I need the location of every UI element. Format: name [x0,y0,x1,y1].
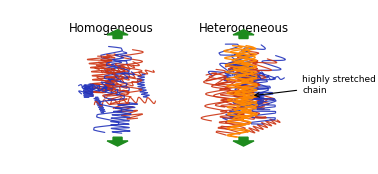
Text: highly stretched
chain: highly stretched chain [255,76,376,97]
Polygon shape [107,30,128,38]
Text: Homogeneous: Homogeneous [69,22,154,35]
Text: Heterogeneous: Heterogeneous [198,22,288,35]
Polygon shape [233,30,254,38]
Polygon shape [107,137,128,146]
Polygon shape [233,137,254,146]
